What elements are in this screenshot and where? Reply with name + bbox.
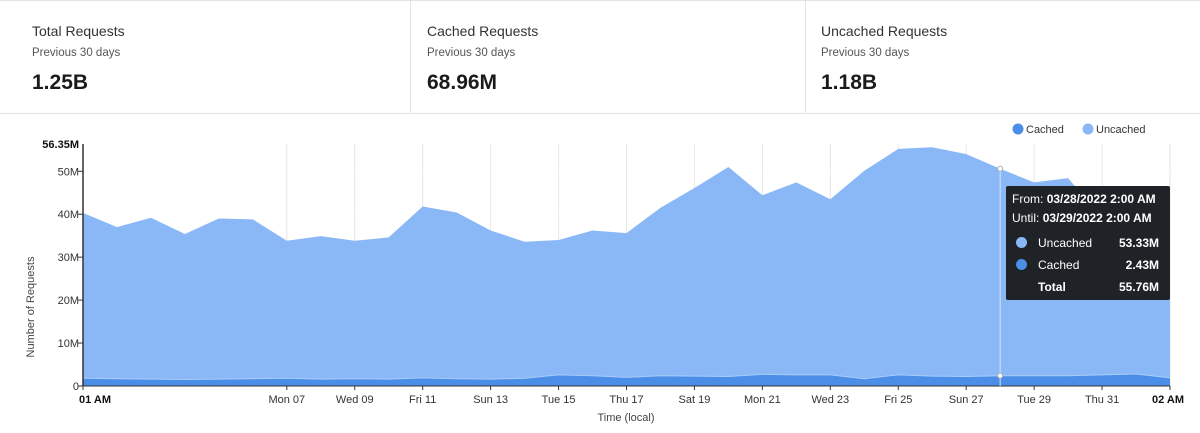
tooltip-from: From: 03/28/2022 2:00 AM xyxy=(1012,192,1156,206)
tooltip-until-value: 03/29/2022 2:00 AM xyxy=(1042,211,1152,225)
hover-point-top xyxy=(997,165,1004,172)
y-tick-label: 40M xyxy=(58,209,79,221)
x-tick-label: Wed 09 xyxy=(336,394,374,406)
chart-axes xyxy=(78,144,1171,390)
tooltip-series-value: 53.33M xyxy=(1118,236,1159,250)
x-tick-label: Thu 17 xyxy=(609,394,643,406)
stat-value: 68.96M xyxy=(427,71,498,94)
tooltip-total-label: Total xyxy=(1038,280,1066,294)
stat-period: Previous 30 days xyxy=(427,47,516,59)
tooltip-series-name: Uncached xyxy=(1038,236,1093,250)
chart-legend[interactable]: Cached Uncached xyxy=(1012,123,1146,137)
x-tick-label: Mon 21 xyxy=(744,394,781,406)
y-tick-label: 20M xyxy=(58,295,79,307)
stat-period: Previous 30 days xyxy=(821,47,910,59)
tooltip-until-label: Until: xyxy=(1012,211,1040,225)
legend-label: Cached xyxy=(1026,124,1064,136)
tooltip-from-label: From: xyxy=(1012,192,1044,206)
y-tick-label: 30M xyxy=(58,252,79,264)
legend-label: Uncached xyxy=(1096,124,1146,136)
tooltip-series-name: Cached xyxy=(1038,258,1080,272)
cached-area xyxy=(83,374,1170,386)
uncached-dot-icon xyxy=(1016,237,1027,248)
x-tick-label: Wed 23 xyxy=(811,394,849,406)
stat-total-requests: Total Requests Previous 30 days 1.25B xyxy=(0,1,410,114)
y-tick-label: 0 xyxy=(73,381,79,393)
stat-title: Uncached Requests xyxy=(821,23,948,39)
x-tick-label: Fri 25 xyxy=(884,394,912,406)
stat-period: Previous 30 days xyxy=(32,47,121,59)
legend-dot-icon xyxy=(1082,123,1094,135)
cached-dot-icon xyxy=(1016,259,1027,270)
x-tick-label: Sun 13 xyxy=(473,394,508,406)
x-tick-label: Tue 29 xyxy=(1017,394,1051,406)
uncached-area xyxy=(83,147,1170,380)
x-tick-label: Sun 27 xyxy=(949,394,984,406)
x-axis-label: Time (local) xyxy=(597,412,654,424)
x-tick-label: 01 AM xyxy=(79,394,111,406)
chart-tick-labels: 0 10M 20M 30M 40M 50M 56.35M 01 AM Mon 07 Wed 09 F… xyxy=(42,139,1184,406)
y-max-label: 56.35M xyxy=(42,139,79,151)
chart-areas xyxy=(82,147,1171,386)
tooltip-from-value: 03/28/2022 2:00 AM xyxy=(1046,192,1156,206)
y-tick-label: 50M xyxy=(58,166,79,178)
x-tick-label: Tue 15 xyxy=(542,394,576,406)
chart-hover-marker xyxy=(997,165,1004,386)
tooltip-until: Until: 03/29/2022 2:00 AM xyxy=(1012,211,1152,225)
y-tick-label: 10M xyxy=(58,338,79,350)
chart-tooltip: From: 03/28/2022 2:00 AM Until: 03/29/20… xyxy=(1006,186,1170,300)
stats-panel: Total Requests Previous 30 days 1.25B Ca… xyxy=(0,0,1200,114)
y-axis-label: Number of Requests xyxy=(25,256,37,357)
stat-value: 1.25B xyxy=(32,71,89,94)
x-tick-label: Fri 11 xyxy=(409,394,436,406)
hover-point-cached xyxy=(997,372,1004,379)
x-tick-label: Thu 31 xyxy=(1085,394,1119,406)
cached-line xyxy=(82,373,1171,381)
stat-title: Total Requests xyxy=(32,23,125,39)
legend-dot-icon xyxy=(1012,123,1024,135)
stat-title: Cached Requests xyxy=(427,23,539,39)
stat-cached-requests: Cached Requests Previous 30 days 68.96M xyxy=(410,1,805,114)
stat-value: 1.18B xyxy=(821,71,878,94)
x-tick-label: Mon 07 xyxy=(268,394,305,406)
x-tick-label: Sat 19 xyxy=(679,394,711,406)
stat-uncached-requests: Uncached Requests Previous 30 days 1.18B xyxy=(805,1,1200,114)
tooltip-series-value: 2.43M xyxy=(1125,258,1159,272)
x-tick-label: 02 AM xyxy=(1152,394,1184,406)
tooltip-total-value: 55.76M xyxy=(1118,280,1159,294)
